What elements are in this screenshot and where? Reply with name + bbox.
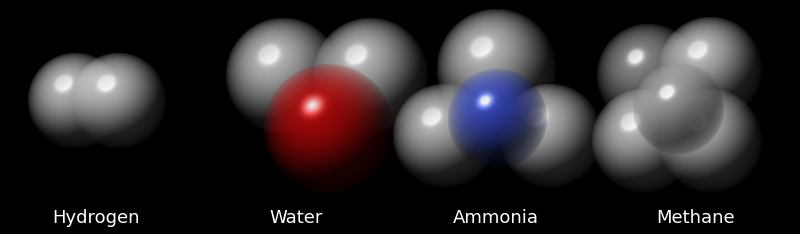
Text: Methane: Methane [657,209,735,227]
Text: Ammonia: Ammonia [453,209,539,227]
Text: Water: Water [270,209,322,227]
Text: Hydrogen: Hydrogen [52,209,140,227]
